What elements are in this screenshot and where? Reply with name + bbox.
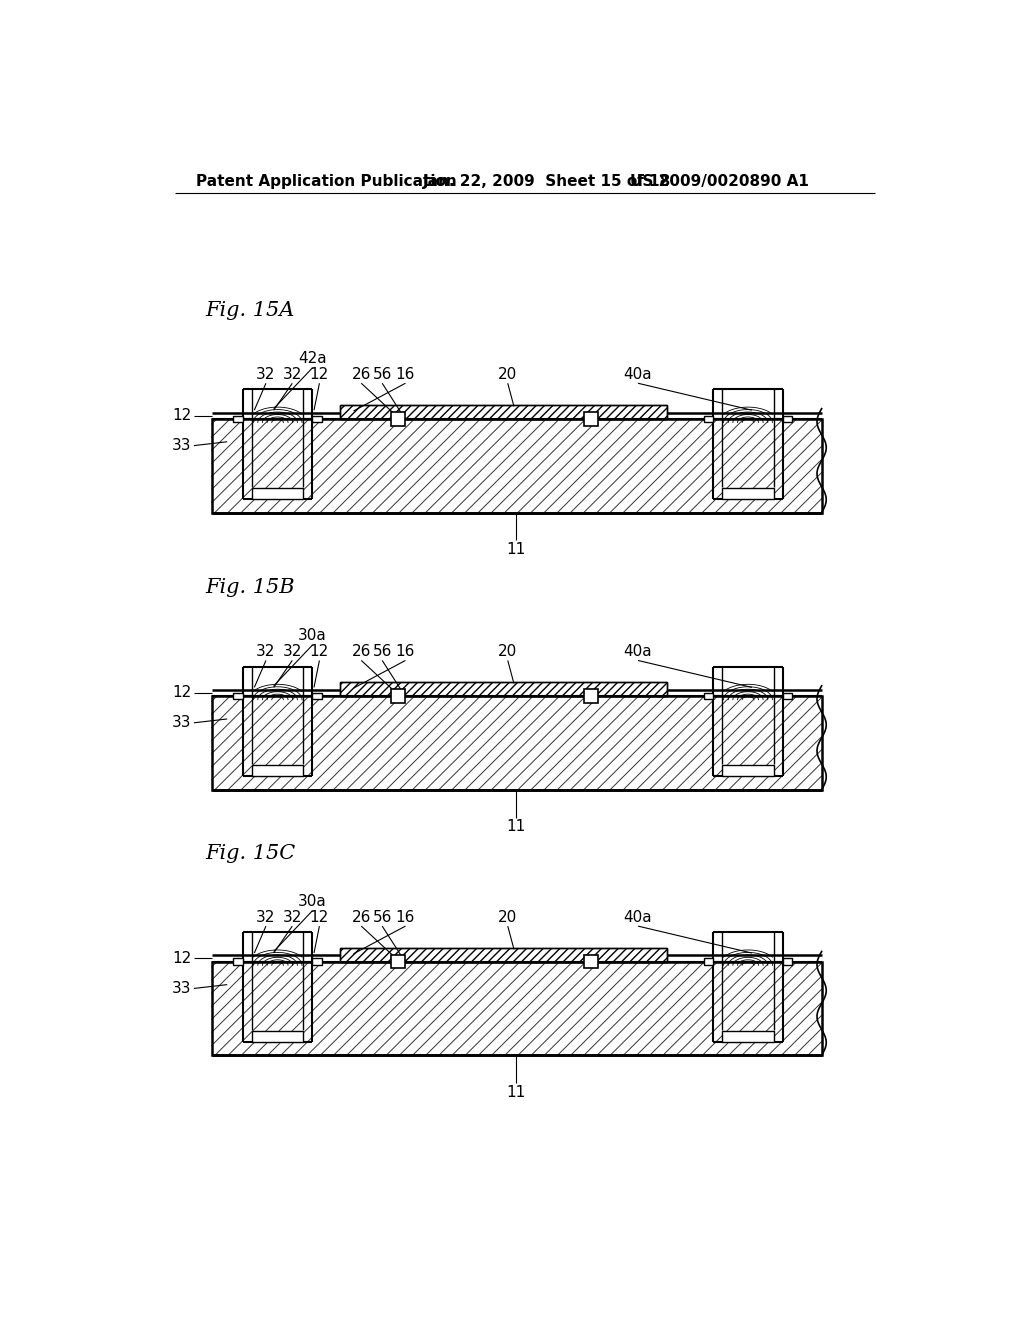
Bar [340, 948, 667, 961]
Text: 26: 26 [351, 367, 371, 381]
Bar [312, 693, 322, 700]
Bar [703, 693, 713, 700]
Text: 32: 32 [283, 909, 302, 924]
Bar [212, 696, 821, 789]
Text: 16: 16 [395, 367, 415, 381]
Text: 30a: 30a [298, 894, 327, 909]
Bar [783, 693, 793, 700]
Bar [722, 488, 773, 499]
Bar [233, 416, 243, 422]
Text: 12: 12 [172, 408, 191, 424]
Bar [252, 766, 303, 776]
Bar [391, 412, 404, 425]
Text: 11: 11 [506, 1085, 525, 1100]
Bar [703, 416, 713, 422]
Text: 11: 11 [506, 818, 525, 834]
Bar [585, 689, 598, 702]
Text: Patent Application Publication: Patent Application Publication [197, 174, 457, 189]
Bar [233, 958, 243, 965]
Text: 12: 12 [310, 909, 329, 924]
Text: 16: 16 [395, 909, 415, 924]
Text: 56: 56 [373, 644, 392, 659]
Text: 12: 12 [310, 367, 329, 381]
Bar [585, 412, 598, 425]
Bar [212, 418, 821, 512]
Bar [783, 416, 793, 422]
Text: 56: 56 [373, 367, 392, 381]
Bar [312, 958, 322, 965]
Bar [312, 416, 322, 422]
Bar [252, 1031, 303, 1041]
Bar [722, 766, 773, 776]
Text: US 2009/0020890 A1: US 2009/0020890 A1 [630, 174, 809, 189]
Bar [340, 682, 667, 696]
Bar [783, 958, 793, 965]
Text: 20: 20 [498, 909, 517, 924]
Text: 26: 26 [351, 909, 371, 924]
Bar [233, 693, 243, 700]
Text: 32: 32 [256, 644, 275, 659]
Text: 40a: 40a [624, 644, 652, 659]
Text: 16: 16 [395, 644, 415, 659]
Text: 26: 26 [351, 644, 371, 659]
Text: 42a: 42a [298, 351, 327, 367]
Text: 20: 20 [498, 367, 517, 381]
Bar [585, 954, 598, 969]
Bar [703, 958, 713, 965]
Bar [340, 405, 667, 418]
Text: Fig. 15C: Fig. 15C [206, 843, 296, 863]
Text: 32: 32 [283, 367, 302, 381]
Text: 32: 32 [256, 909, 275, 924]
Text: Jan. 22, 2009  Sheet 15 of 18: Jan. 22, 2009 Sheet 15 of 18 [423, 174, 671, 189]
Text: 11: 11 [506, 543, 525, 557]
Text: 32: 32 [283, 644, 302, 659]
Text: Fig. 15A: Fig. 15A [206, 301, 295, 321]
Bar [391, 689, 404, 702]
Text: 12: 12 [310, 644, 329, 659]
Text: 40a: 40a [624, 367, 652, 381]
Text: 33: 33 [172, 715, 191, 730]
Text: 56: 56 [373, 909, 392, 924]
Text: 30a: 30a [298, 628, 327, 644]
Text: 33: 33 [172, 981, 191, 997]
Bar [212, 961, 821, 1056]
Text: 40a: 40a [624, 909, 652, 924]
Text: 33: 33 [172, 438, 191, 453]
Text: 32: 32 [256, 367, 275, 381]
Text: 20: 20 [498, 644, 517, 659]
Text: 12: 12 [172, 950, 191, 966]
Text: 12: 12 [172, 685, 191, 701]
Text: Fig. 15B: Fig. 15B [206, 578, 295, 598]
Bar [252, 488, 303, 499]
Bar [722, 1031, 773, 1041]
Bar [391, 954, 404, 969]
